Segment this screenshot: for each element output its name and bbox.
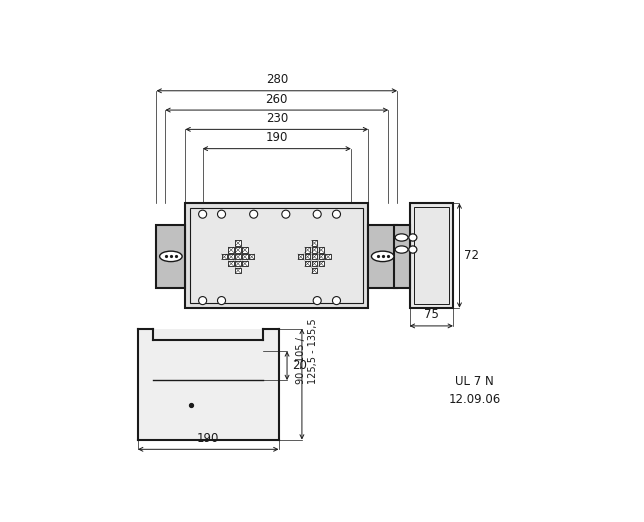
Bar	[249, 254, 254, 259]
Circle shape	[198, 296, 207, 305]
Bar	[312, 268, 317, 273]
Ellipse shape	[160, 251, 182, 262]
Circle shape	[332, 296, 341, 305]
Text: 190: 190	[197, 432, 220, 445]
Bar	[235, 240, 241, 246]
Text: 280: 280	[266, 74, 288, 86]
Bar	[312, 254, 317, 259]
Bar	[235, 254, 241, 259]
Bar	[229, 261, 234, 266]
Text: 20: 20	[292, 359, 307, 372]
Circle shape	[218, 210, 225, 218]
Bar	[156, 226, 185, 288]
Bar	[325, 254, 331, 259]
Bar	[190, 208, 363, 303]
Bar	[235, 261, 241, 266]
Bar	[312, 261, 317, 266]
Text: UL 7 N
12.09.06: UL 7 N 12.09.06	[449, 375, 501, 406]
Circle shape	[282, 210, 290, 218]
Bar	[413, 207, 449, 304]
Bar	[319, 247, 324, 253]
Text: 75: 75	[424, 309, 439, 322]
Bar	[185, 204, 368, 308]
Text: 72: 72	[464, 249, 479, 262]
Bar	[319, 254, 324, 259]
Text: 190: 190	[265, 131, 288, 144]
Bar	[235, 268, 241, 273]
Circle shape	[218, 296, 225, 305]
Circle shape	[198, 210, 207, 218]
Bar	[312, 247, 317, 253]
Bar	[298, 254, 303, 259]
Ellipse shape	[372, 251, 394, 262]
Ellipse shape	[395, 246, 408, 253]
Bar	[242, 261, 248, 266]
Ellipse shape	[395, 234, 408, 241]
Bar	[305, 247, 310, 253]
Bar	[235, 247, 241, 253]
Circle shape	[250, 210, 258, 218]
Bar	[394, 226, 410, 288]
Circle shape	[313, 296, 321, 305]
Bar	[242, 247, 248, 253]
Circle shape	[332, 210, 341, 218]
Bar	[410, 204, 453, 308]
Bar	[229, 254, 234, 259]
Text: 90 - 105 /
125,5 - 135,5: 90 - 105 / 125,5 - 135,5	[296, 318, 317, 384]
Bar	[222, 254, 227, 259]
Ellipse shape	[409, 234, 417, 241]
Bar	[312, 240, 317, 246]
Bar	[229, 247, 234, 253]
Text: 230: 230	[266, 112, 288, 125]
Bar	[138, 329, 279, 440]
Text: 260: 260	[265, 92, 288, 105]
Bar	[242, 254, 248, 259]
Bar	[368, 226, 397, 288]
Ellipse shape	[409, 246, 417, 253]
Circle shape	[313, 210, 321, 218]
Bar	[305, 254, 310, 259]
Bar	[305, 261, 310, 266]
Bar	[319, 261, 324, 266]
